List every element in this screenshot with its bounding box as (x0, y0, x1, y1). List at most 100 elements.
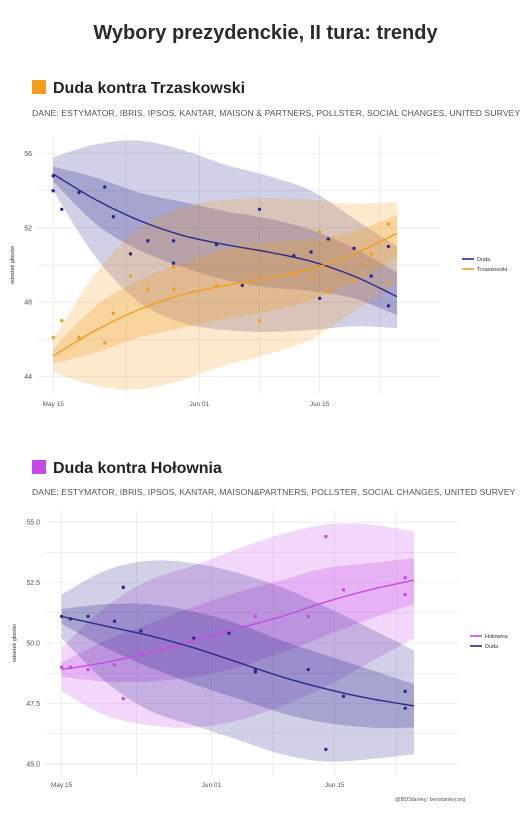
c1-duda-point-4 (103, 185, 107, 189)
c1-duda-point-14 (309, 250, 313, 254)
c1-legend: Duda Trzaskowski (462, 257, 507, 273)
c1-x-tick-1: Jun 01 (190, 401, 210, 408)
chart-1: 44 48 52 56 May 15 Jun 01 Jun 15 odsetek głosów… (10, 135, 507, 408)
c1-trzaskowski-point-3 (103, 341, 107, 345)
c2-duda-point-3 (112, 619, 117, 623)
c1-trzaskowski-point-12 (292, 272, 296, 276)
c2-y-axis-label: odsetek głosów (12, 624, 18, 662)
c1-trzaskowski-point-2 (77, 335, 81, 340)
c1-duda-point-15 (317, 296, 322, 301)
c2-duda-point-7 (227, 631, 231, 636)
c2-holownia-point-1 (68, 665, 73, 669)
c1-trzaskowski-point-1 (60, 319, 64, 323)
c1-trzaskowski-point-7 (171, 287, 176, 291)
c2-duda-point-5 (139, 629, 143, 633)
c2-holownia-point-3 (112, 663, 117, 667)
c1-y-tick-2: 52 (24, 225, 32, 232)
c2-duda-point-9 (253, 670, 258, 674)
c1-trzaskowski-point-0 (51, 335, 55, 340)
c2-legend-holownia-label: Hołownia (485, 634, 509, 640)
c1-trzaskowski-outer-band (53, 198, 397, 390)
c1-duda-point-12 (257, 207, 262, 211)
chart-2-title-swatch (32, 460, 46, 474)
c2-holownia-inner-band (61, 558, 414, 683)
c1-duda-point-8 (171, 239, 176, 243)
c2-legend: Hołownia Duda (470, 634, 509, 650)
c1-trzaskowski-point-5 (128, 274, 133, 278)
credit: @BDStanley; benstanley.org (395, 797, 466, 803)
c1-duda-point-20 (386, 244, 391, 249)
c2-duda-point-0 (59, 614, 64, 619)
c2-grid (44, 510, 458, 776)
c1-trzaskowski-point-20 (386, 222, 391, 226)
c1-duda-point-3 (77, 190, 81, 195)
c1-trzaskowski-point-17 (360, 263, 365, 267)
c2-duda-point-8 (253, 667, 258, 672)
c1-duda-point-11 (240, 283, 244, 288)
c1-duda-point-21 (386, 304, 391, 308)
page-title: Wybory prezydenckie, II tura: trendy (93, 22, 438, 44)
chart-1-title-swatch (32, 80, 46, 94)
c1-legend-trzaskowski-label: Trzaskowski (477, 267, 507, 273)
c1-duda-point-1 (51, 189, 55, 193)
c2-duda-point-10 (306, 667, 310, 672)
c2-duda-point-12 (341, 694, 346, 698)
c2-y-tick-1: 47.5 (26, 701, 40, 708)
c2-holownia-point-6 (253, 614, 258, 619)
c1-duda-point-0 (51, 174, 55, 178)
c1-x-tick-0: May 15 (43, 401, 65, 408)
c1-duda-point-19 (369, 274, 373, 278)
c2-holownia-trend-line (61, 579, 415, 671)
c1-trzaskowski-point-8 (171, 265, 176, 269)
chart-2-title: Duda kontra Hołownia (32, 460, 222, 478)
c2-holownia-point-5 (139, 650, 143, 655)
c1-trzaskowski-point-9 (214, 283, 219, 288)
c2-duda-point-4 (121, 585, 125, 590)
c1-duda-point-9 (171, 261, 176, 265)
c2-x-tick-1: Jun 01 (202, 782, 222, 789)
c2-y-tick-3: 52.5 (26, 580, 40, 587)
c2-duda-point-2 (86, 614, 90, 619)
c1-trzaskowski-point-18 (369, 252, 373, 256)
chart-1-source: DANE: ESTYMATOR, IBRIS, IPSOS, KANTAR, M… (32, 108, 521, 118)
c1-duda-point-5 (111, 215, 116, 219)
c2-x-tick-2: Jun 15 (325, 782, 345, 789)
c1-trzaskowski-point-6 (146, 287, 150, 291)
chart-2-source: DANE: ESTYMATOR, IBRIS, IPSOS, KANTAR, M… (32, 487, 516, 497)
c1-trzaskowski-point-14 (317, 229, 322, 234)
c2-holownia-point-7 (306, 614, 310, 619)
c1-duda-point-16 (326, 237, 330, 241)
c1-trzaskowski-point-10 (240, 242, 244, 247)
c1-trzaskowski-trend-line (52, 232, 398, 357)
chart-2: 45.0 47.5 50.0 52.5 55.0 May 15 Jun 01 Jun 15 od… (12, 510, 509, 789)
c2-duda-point-6 (192, 636, 196, 640)
c2-holownia-point-4 (121, 696, 125, 701)
c1-trzaskowski-point-19 (386, 281, 391, 286)
c2-duda-trend-line (61, 615, 415, 707)
c1-trzaskowski-point-13 (309, 276, 313, 280)
c2-legend-duda-label: Duda (485, 644, 499, 650)
c1-y-tick-1: 48 (24, 300, 32, 307)
c1-y-tick-3: 56 (24, 151, 32, 158)
c1-x-tick-2: Jun 15 (310, 401, 330, 408)
c2-holownia-point-0 (59, 665, 64, 669)
c2-holownia-point-11 (403, 592, 407, 597)
c1-duda-trend-line (52, 173, 398, 298)
c1-duda-point-17 (352, 246, 356, 250)
c2-holownia-point-8 (324, 534, 328, 539)
c2-duda-point-13 (403, 689, 407, 694)
c2-duda-point-1 (68, 617, 73, 621)
chart-1-title-text: Duda kontra Trzaskowski (53, 80, 246, 97)
chart-2-title-text: Duda kontra Hołownia (53, 460, 222, 477)
c1-duda-point-10 (214, 242, 219, 247)
c2-duda-point-14 (403, 706, 407, 710)
c1-trzaskowski-point-15 (326, 289, 330, 293)
c1-y-axis-label: odsetek głosów (10, 246, 16, 284)
c2-y-tick-4: 55.0 (26, 520, 40, 527)
c1-duda-outer-band (53, 140, 397, 332)
c1-grid (36, 135, 440, 395)
c2-holownia-point-9 (341, 588, 346, 592)
c1-trzaskowski-point-16 (352, 280, 356, 284)
c1-y-tick-0: 44 (24, 374, 32, 381)
chart-1-title: Duda kontra Trzaskowski (32, 80, 245, 98)
